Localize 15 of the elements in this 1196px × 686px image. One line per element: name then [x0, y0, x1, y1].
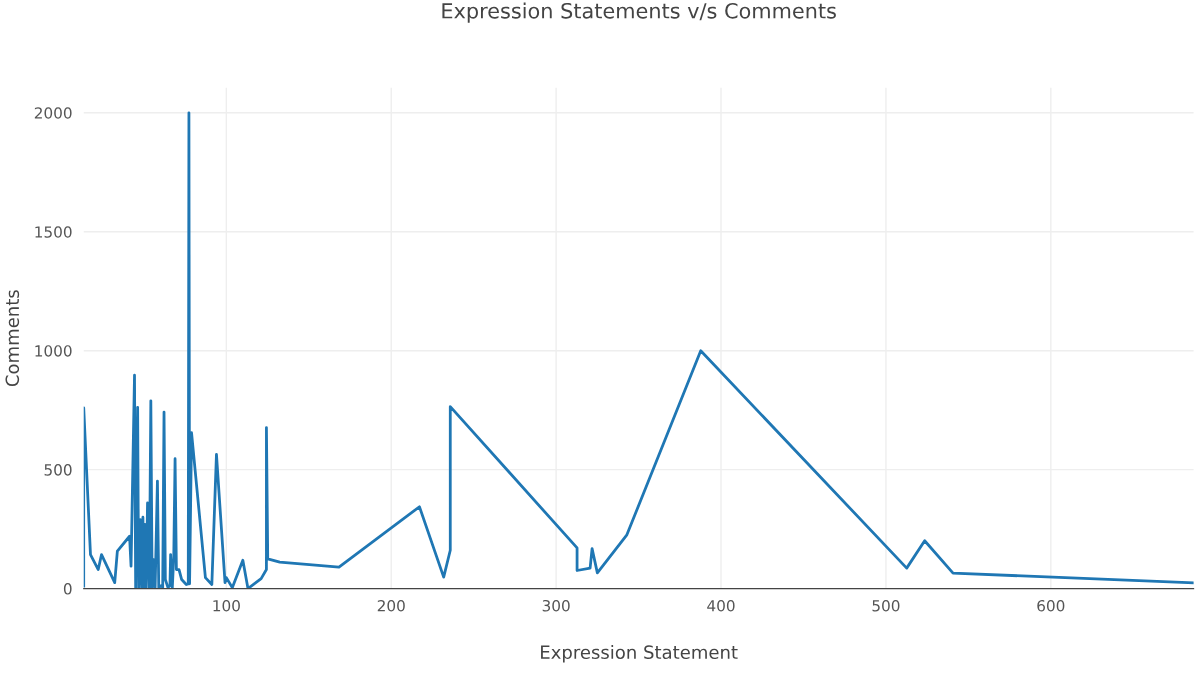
line-series — [83, 111, 1194, 589]
y-axis-title: Comments — [5, 290, 20, 387]
y-tick-label: 1000 — [35, 345, 72, 357]
chart-title: Expression Statements v/s Comments — [442, 2, 836, 23]
x-tick-label: 600 — [1037, 599, 1065, 612]
y-tick-label: 1500 — [35, 226, 72, 238]
y-tick-label: 2000 — [34, 107, 72, 119]
x-tick-label: 200 — [377, 599, 405, 612]
x-axis-title: Expression Statement — [541, 645, 738, 663]
y-tick-label: 500 — [44, 464, 72, 476]
x-tick-label: 400 — [707, 599, 735, 612]
x-tick-label: 300 — [542, 599, 570, 612]
x-tick-label: 500 — [872, 599, 900, 612]
x-tick-label: 100 — [213, 599, 240, 612]
y-tick-label: 0 — [63, 583, 72, 595]
